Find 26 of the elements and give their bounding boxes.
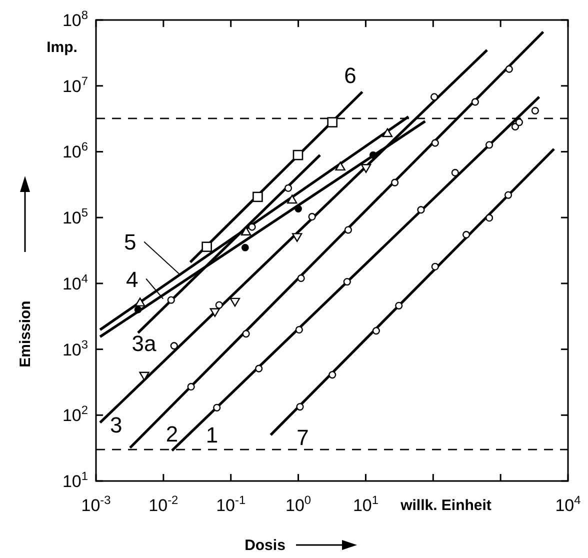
series-label: 1 — [206, 422, 218, 448]
series-label: 2 — [166, 422, 178, 447]
x-tick-label: 10$^{0}$ — [286, 493, 312, 515]
series-label: 6 — [344, 62, 356, 88]
x-tick-label: 10$^{-1}$ — [216, 493, 246, 515]
y-tick-label: 10$^{2}$ — [62, 403, 88, 426]
y-tick-label: 10$^{7}$ — [62, 74, 88, 96]
series-label: 7 — [296, 424, 309, 450]
y-tick-label: 10$^{8}$ — [62, 8, 88, 30]
legend-label: 4 — [126, 266, 138, 292]
y-tick-label: 10$^{1}$ — [62, 469, 88, 491]
y-tick-label: 10$^{4}$ — [62, 271, 88, 294]
x-tick-label: 10$^{4}$ — [555, 493, 582, 515]
series-label: 5 — [124, 230, 136, 255]
x-tick-label: 10$^{-3}$ — [81, 493, 112, 515]
text: willk. Einheit — [400, 497, 492, 514]
series-label: 3a — [132, 330, 158, 356]
y-axis-title: Emission — [17, 300, 34, 368]
x-tick-label: 10$^{-2}$ — [148, 493, 179, 515]
text: Imp. — [46, 39, 78, 56]
y-tick-label: 10$^{6}$ — [62, 140, 88, 162]
x-axis-title: Dosis — [244, 537, 286, 554]
y-tick-label: 10$^{5}$ — [62, 206, 88, 228]
y-tick-label: 10$^{3}$ — [62, 337, 88, 360]
series-label: 3 — [110, 412, 122, 438]
x-tick-label: 10$^{1}$ — [352, 493, 379, 515]
